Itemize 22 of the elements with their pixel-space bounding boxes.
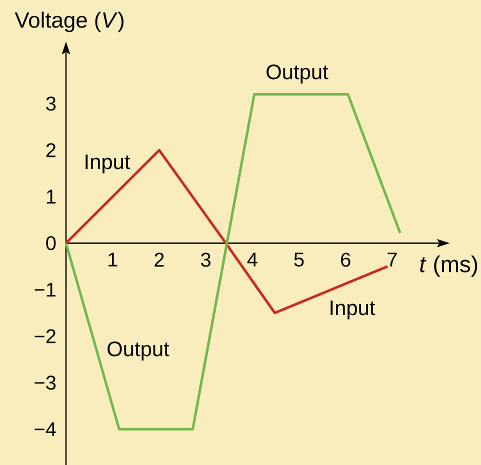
x-tick-label: 1 xyxy=(108,252,118,266)
annotation: Output xyxy=(108,342,170,360)
y-tick-label: −3 xyxy=(34,376,56,390)
y-axis-title: Voltage (V) xyxy=(14,12,124,32)
x-tick-label: 2 xyxy=(154,252,164,267)
line-series xyxy=(64,93,402,430)
y-tick-label: 0 xyxy=(46,236,56,250)
y-tick-label: −2 xyxy=(34,329,56,344)
annotation: Input xyxy=(86,154,130,174)
y-tick-label: 2 xyxy=(46,143,56,158)
x-tick-label: 5 xyxy=(294,252,304,267)
y-tick-label: 1 xyxy=(46,190,56,204)
x-tick-label: 6 xyxy=(341,252,350,267)
x-tick-label: 7 xyxy=(388,252,397,266)
x-axis-title: t (ms) xyxy=(420,255,478,277)
x-tick-label: 3 xyxy=(201,252,210,267)
annotation: Input xyxy=(330,300,376,320)
x-tick-label: 4 xyxy=(247,252,258,266)
annotation: Output xyxy=(266,64,328,84)
y-tick-label: 3 xyxy=(46,96,56,111)
y-tick-label: −4 xyxy=(34,422,56,436)
y-tick-label: −1 xyxy=(34,282,56,297)
